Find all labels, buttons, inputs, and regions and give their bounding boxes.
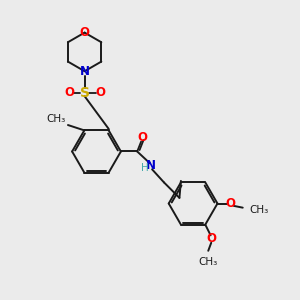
Text: O: O <box>64 86 74 99</box>
Text: O: O <box>80 26 90 39</box>
Text: S: S <box>80 85 90 100</box>
Text: O: O <box>138 131 148 144</box>
Text: CH₃: CH₃ <box>199 257 218 267</box>
Text: CH₃: CH₃ <box>46 113 66 124</box>
Text: H: H <box>141 163 149 173</box>
Text: N: N <box>80 65 90 78</box>
Text: CH₃: CH₃ <box>249 205 268 215</box>
Text: O: O <box>206 232 216 245</box>
Text: O: O <box>226 197 236 210</box>
Text: N: N <box>146 159 156 172</box>
Text: O: O <box>95 86 105 99</box>
